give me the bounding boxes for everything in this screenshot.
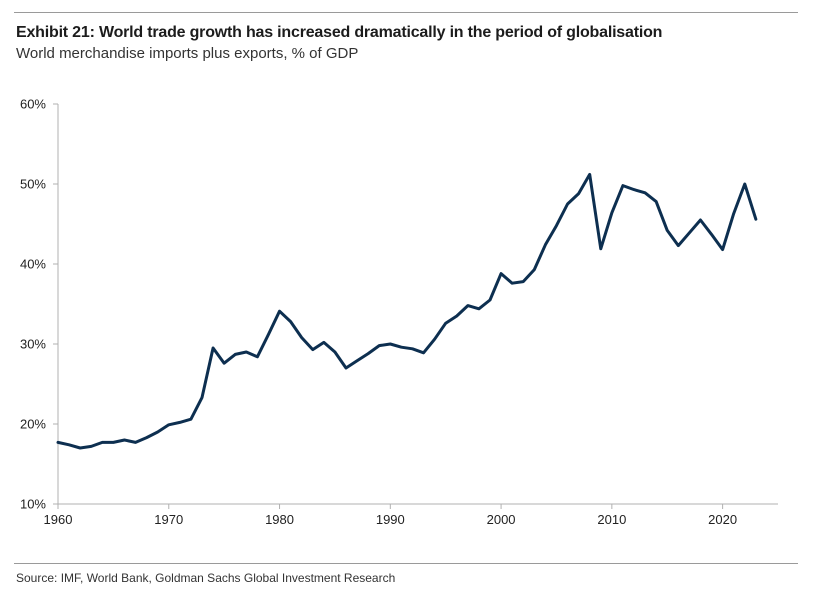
x-tick-label: 2000 [487,512,516,527]
x-tick-label: 1960 [44,512,73,527]
x-tick-label: 2010 [597,512,626,527]
y-tick-label: 50% [20,177,46,192]
series-line [56,172,758,450]
y-axis-ticks: 10% 20% 30% 40% 50% 60% [20,97,58,512]
y-tick-label: 40% [20,257,46,272]
chart-subtitle: World merchandise imports plus exports, … [16,45,359,62]
bottom-rule [14,563,798,564]
y-tick-label: 60% [20,97,46,112]
x-tick-label: 1990 [376,512,405,527]
top-rule [14,12,798,13]
x-axis-ticks: 1960 1970 1980 1990 2000 2010 2020 [44,504,737,527]
x-tick-label: 2020 [708,512,737,527]
y-tick-label: 20% [20,417,46,432]
y-tick-label: 10% [20,497,46,512]
x-tick-label: 1970 [154,512,183,527]
y-tick-label: 30% [20,337,46,352]
series-group [56,172,758,450]
source-note: Source: IMF, World Bank, Goldman Sachs G… [16,571,396,585]
x-tick-label: 1980 [265,512,294,527]
chart-title: Exhibit 21: World trade growth has incre… [16,24,663,41]
